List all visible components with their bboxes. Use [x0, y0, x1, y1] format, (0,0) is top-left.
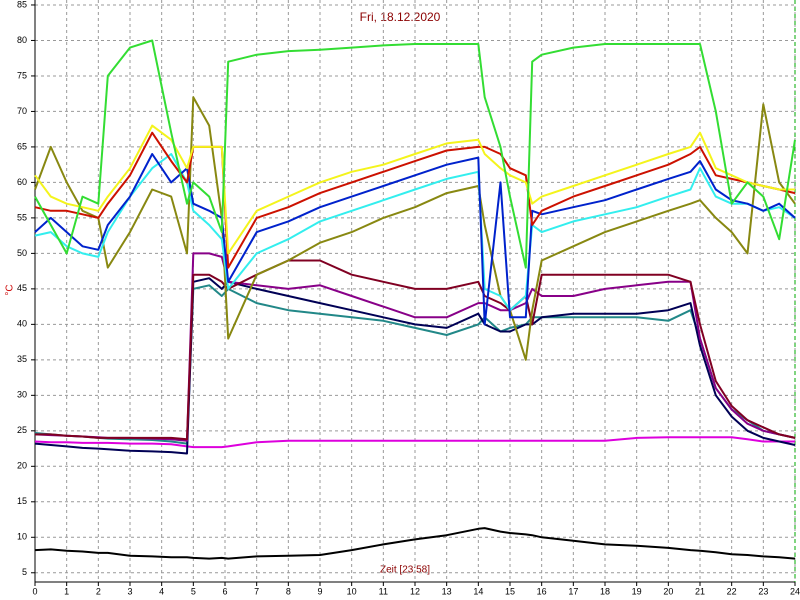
x-tick-label: 1 [64, 586, 69, 596]
x-tick-label: 23 [758, 586, 768, 596]
x-tick-label: 11 [379, 586, 388, 596]
y-tick-label: 15 [17, 496, 27, 506]
y-tick-label: 20 [17, 461, 27, 471]
x-tick-label: 3 [127, 586, 132, 596]
x-tick-label: 14 [473, 586, 483, 596]
x-tick-label: 7 [254, 586, 259, 596]
y-tick-label: 55 [17, 212, 27, 222]
y-tick-label: 35 [17, 354, 27, 364]
x-tick-label: 22 [727, 586, 737, 596]
y-axis-label: °C [5, 284, 16, 295]
x-tick-label: 20 [663, 586, 673, 596]
x-axis-label: Zeit [23:58] [380, 565, 430, 576]
y-tick-label: 85 [17, 0, 27, 9]
series-line [34, 131, 796, 269]
series-line [34, 153, 796, 326]
x-tick-label: 6 [222, 586, 227, 596]
x-tick-label: 12 [410, 586, 420, 596]
y-tick-label: 10 [17, 532, 27, 542]
x-tick-label: 4 [159, 586, 164, 596]
x-tick-label: 19 [632, 586, 642, 596]
series-line [34, 96, 796, 361]
x-tick-label: 2 [96, 586, 101, 596]
series-line [34, 153, 796, 312]
series-line [34, 436, 795, 449]
y-tick-label: 75 [17, 70, 27, 80]
x-tick-label: 5 [191, 586, 196, 596]
x-tick-label: 17 [568, 586, 578, 596]
series-line [35, 259, 796, 441]
y-tick-label: 70 [17, 106, 27, 116]
y-tick-label: 65 [17, 141, 27, 151]
chart-title: Fri, 18.12.2020 [360, 10, 441, 24]
x-tick-label: 16 [537, 586, 547, 596]
y-tick-label: 60 [17, 177, 27, 187]
x-tick-label: 8 [286, 586, 291, 596]
x-tick-label: 0 [32, 586, 37, 596]
y-tick-label: 40 [17, 319, 27, 329]
series-line [34, 39, 796, 269]
x-tick-label: 24 [790, 586, 800, 596]
y-tick-label: 50 [17, 248, 27, 258]
y-tick-label: 45 [17, 283, 27, 293]
series-line [34, 277, 796, 455]
x-tick-label: 21 [695, 586, 705, 596]
series-line [34, 124, 795, 255]
y-tick-label: 5 [22, 567, 27, 577]
x-tick-label: 10 [347, 586, 357, 596]
x-tick-label: 9 [317, 586, 322, 596]
y-tick-label: 25 [17, 425, 27, 435]
series-line [34, 527, 796, 560]
y-tick-label: 80 [17, 35, 27, 45]
x-tick-label: 15 [505, 586, 515, 596]
x-tick-label: 18 [600, 586, 610, 596]
y-tick-label: 30 [17, 390, 27, 400]
x-tick-label: 13 [442, 586, 452, 596]
